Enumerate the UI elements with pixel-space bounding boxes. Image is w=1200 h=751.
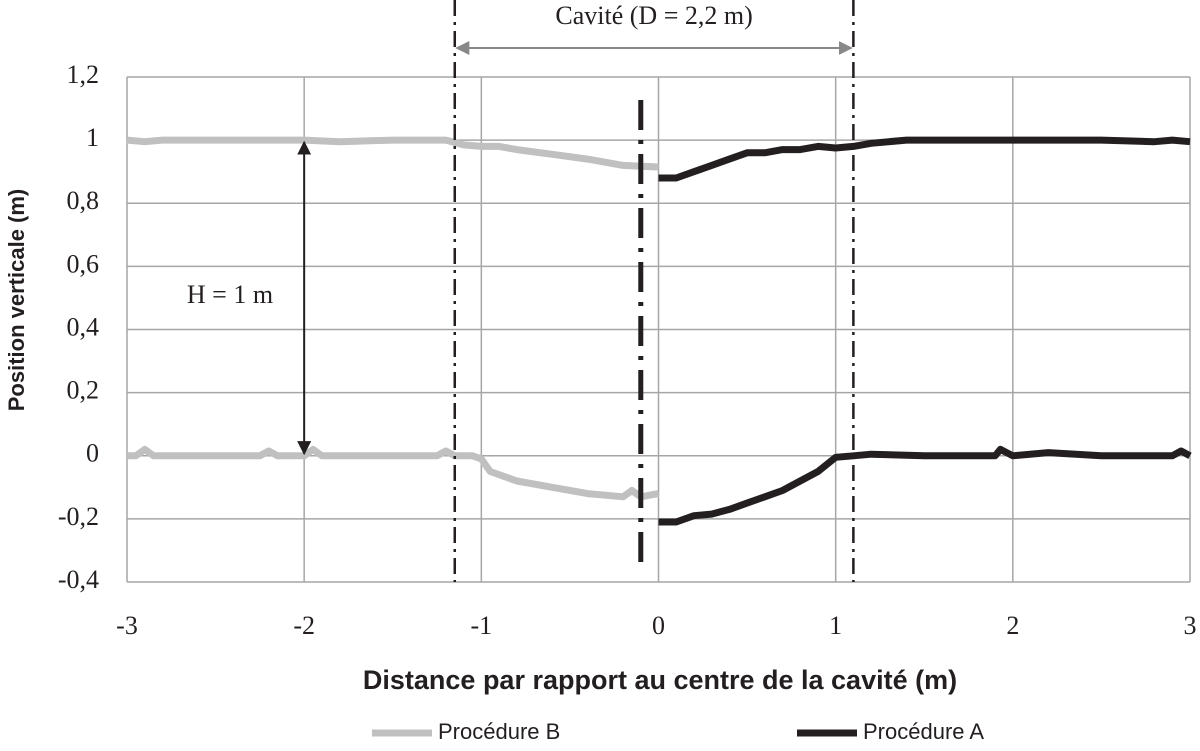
y-tick-label: 0,4 <box>67 312 100 341</box>
annotation: H = 1 m <box>187 280 273 309</box>
y-tick-label: 1,2 <box>67 60 100 89</box>
y-tick-label: 0,6 <box>67 249 100 278</box>
x-tick-label: -2 <box>293 611 315 640</box>
x-tick-label: -1 <box>470 611 492 640</box>
y-axis-title: Position verticale (m) <box>4 189 29 412</box>
series-line <box>126 136 660 501</box>
x-tick-label: 3 <box>1184 611 1197 640</box>
y-tick-label: -0,2 <box>58 502 99 531</box>
y-tick-label: 0 <box>86 439 99 468</box>
annotation: Cavité (D = 2,2 m) <box>555 1 752 30</box>
series-line <box>658 136 1192 526</box>
y-tick-label: 1 <box>86 123 99 152</box>
x-tick-label: 1 <box>829 611 842 640</box>
x-tick-label: 2 <box>1006 611 1019 640</box>
y-tick-label: 0,2 <box>67 376 100 405</box>
x-tick-label: -3 <box>116 611 138 640</box>
x-axis-title: Distance par rapport au centre de la cav… <box>363 665 957 695</box>
y-tick-label: -0,4 <box>58 565 99 594</box>
y-tick-label: 0,8 <box>67 186 100 215</box>
legend-label: Procédure A <box>863 719 984 744</box>
legend-label: Procédure B <box>438 719 560 744</box>
x-tick-label: 0 <box>652 611 665 640</box>
